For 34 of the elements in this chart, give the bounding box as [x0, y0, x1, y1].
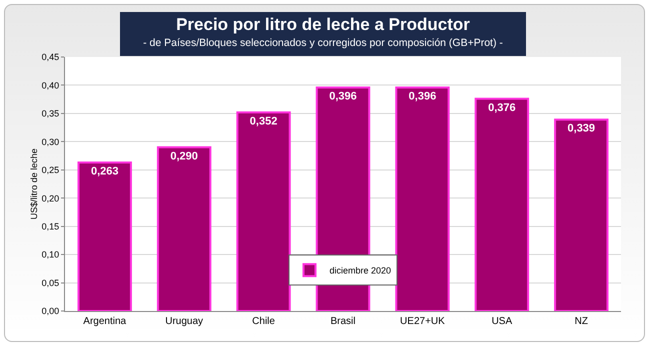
- bar: [474, 98, 530, 311]
- chart-title: Precio por litro de leche a Productor: [175, 15, 471, 35]
- data-label: 0,263: [90, 166, 118, 178]
- bar: [554, 118, 608, 311]
- y-tick-label: 0,25: [42, 165, 60, 176]
- x-tick-label: UE27+UK: [400, 316, 446, 327]
- data-label: 0,290: [170, 150, 198, 162]
- data-label: 0,339: [568, 122, 596, 135]
- y-tick-label: 0,00: [42, 306, 60, 316]
- bar: [156, 146, 212, 311]
- data-label: 0,396: [408, 90, 436, 102]
- x-tick-label: USA: [492, 316, 512, 327]
- chart-subtitle: - de Países/Bloques seleccionados y corregidos por composición (GB+Prot) -: [142, 37, 504, 49]
- y-tick-label: 0,15: [42, 221, 60, 232]
- data-label: 0,396: [329, 90, 357, 102]
- x-tick-label: Brasil: [330, 316, 356, 327]
- y-tick-label: 0,20: [42, 193, 60, 204]
- x-tick-label: NZ: [574, 316, 588, 327]
- bar: [236, 111, 291, 311]
- y-tick-label: 0,30: [42, 136, 60, 147]
- data-label: 0,376: [488, 102, 516, 114]
- data-label: 0,352: [250, 115, 278, 128]
- y-tick-label: 0,35: [42, 108, 60, 119]
- y-tick-label: 0,10: [42, 250, 60, 260]
- legend-label: diciembre 2020: [330, 266, 392, 276]
- y-tick-label: 0,45: [42, 52, 60, 62]
- x-tick-label: Uruguay: [165, 316, 204, 327]
- x-tick-label: Argentina: [83, 316, 127, 327]
- y-tick-label: 0,40: [42, 80, 60, 90]
- bar: [78, 162, 132, 311]
- y-axis-title: US$/litro de leche: [29, 148, 39, 220]
- y-tick-label: 0,05: [42, 278, 60, 288]
- x-tick-label: Chile: [252, 316, 276, 327]
- bar: [395, 86, 450, 311]
